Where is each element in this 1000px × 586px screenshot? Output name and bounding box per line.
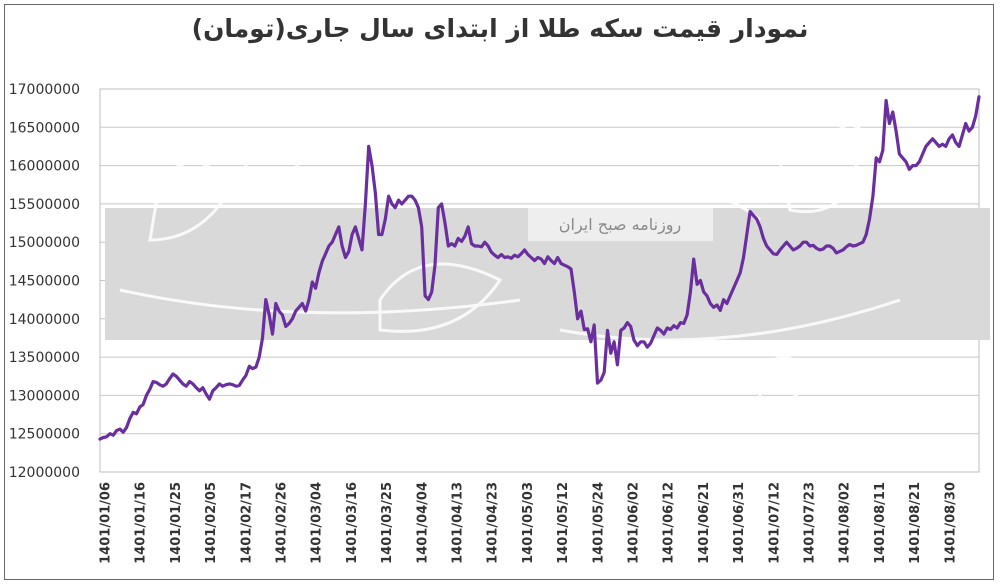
x-tick-label: 1401/05/03 [521,482,536,564]
y-tick-label: 14000000 [9,312,80,328]
x-tick-label: 1401/03/04 [310,482,325,564]
x-tick-label: 1401/04/04 [415,482,430,564]
x-tick-label: 1401/07/23 [803,482,818,564]
y-tick-label: 16000000 [9,159,80,175]
x-tick-label: 1401/04/23 [486,482,501,564]
chart-title: نمودار قیمت سکه طلا از ابتدای سال جاری(ت… [191,14,809,43]
series-line [98,95,981,441]
x-tick-label: 1401/02/05 [204,482,219,564]
x-tick-label: 1401/08/02 [838,482,853,564]
y-tick-label: 14500000 [9,274,80,290]
y-tick-label: 17000000 [9,82,80,98]
x-tick-label: 1401/01/16 [134,482,149,564]
x-tick-label: 1401/01/06 [99,482,114,564]
x-tick-label: 1401/05/24 [591,482,606,564]
x-tick-label: 1401/07/12 [767,482,782,564]
x-tick-label: 1401/01/25 [169,482,184,564]
chart-frame [4,4,994,580]
x-tick-label: 1401/03/16 [345,482,360,564]
y-tick-label: 16500000 [9,120,80,136]
y-tick-label: 13500000 [9,350,80,366]
x-tick-label: 1401/02/26 [275,482,290,564]
x-tick-label: 1401/03/25 [380,482,395,564]
watermark-logo: روزنامه صبح ایران [105,123,990,404]
y-tick-label: 12500000 [9,427,80,443]
y-tick-label: 13000000 [9,388,80,404]
x-tick-label: 1401/06/21 [697,482,712,564]
x-tick-label: 1401/08/21 [908,482,923,564]
x-tick-label: 1401/08/30 [943,482,958,564]
svg-text:روزنامه صبح ایران: روزنامه صبح ایران [559,215,682,235]
x-tick-label: 1401/06/31 [732,482,747,564]
x-tick-label: 1401/05/12 [556,482,571,564]
y-tick-label: 15000000 [9,235,80,251]
x-axis-ticks: 1401/01/06 1401/01/16 1401/01/25 1401/02/05… [99,482,959,564]
x-tick-label: 1401/08/11 [873,482,888,564]
x-tick-label: 1401/04/13 [451,482,466,564]
y-tick-label: 12000000 [9,465,80,481]
x-tick-label: 1401/06/12 [662,482,677,564]
y-tick-label: 15500000 [9,197,80,213]
x-tick-label: 1401/02/17 [239,482,254,564]
x-tick-label: 1401/06/02 [627,482,642,564]
y-axis-ticks: 12000000 12500000 13000000 13500000 14000000… [9,82,80,481]
